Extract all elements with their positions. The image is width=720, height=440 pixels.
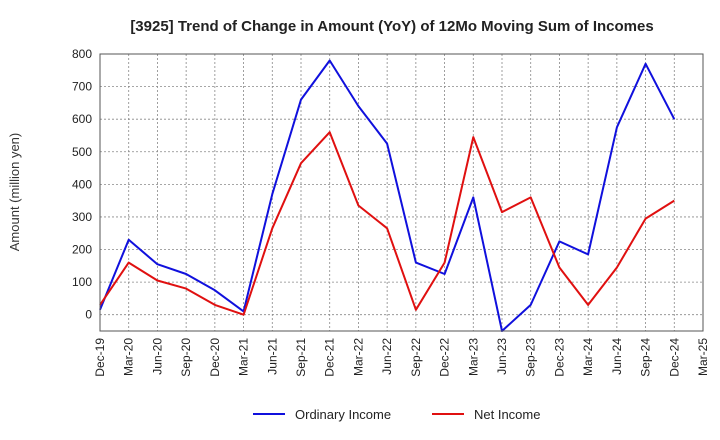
x-tick-label: Jun-24 (610, 338, 624, 375)
x-tick-label: Dec-22 (438, 338, 452, 377)
y-tick-label: 500 (72, 145, 92, 159)
x-axis: Dec-19 Mar-20 Jun-20 Sep-20 Dec-20 Mar-21 Jun-… (93, 338, 710, 377)
plot-frame (99, 53, 704, 332)
x-tick-label: Jun-22 (380, 338, 394, 375)
legend-label-net-income: Net Income (474, 407, 540, 422)
y-tick-label: 0 (85, 308, 92, 322)
y-tick-label: 200 (72, 243, 92, 257)
x-tick-label: Sep-21 (294, 338, 308, 377)
x-tick-label: Mar-23 (466, 338, 480, 376)
x-tick-label: Dec-24 (667, 338, 681, 377)
plot-area (100, 54, 703, 331)
y-tick-label: 800 (72, 47, 92, 61)
y-axis: 0 100 200 300 400 500 600 700 800 (72, 47, 92, 322)
y-axis-title: Amount (million yen) (7, 133, 22, 252)
x-tick-label: Sep-23 (524, 338, 538, 377)
x-tick-label: Mar-22 (351, 338, 365, 376)
x-tick-label: Sep-24 (639, 338, 653, 377)
x-tick-label: Dec-19 (93, 338, 107, 377)
x-tick-label: Mar-21 (237, 338, 251, 376)
legend-label-ordinary-income: Ordinary Income (295, 407, 391, 422)
x-tick-label: Jun-21 (265, 338, 279, 375)
x-tick-label: Sep-22 (409, 338, 423, 377)
series-line-net-income (99, 131, 675, 316)
x-tick-label: Dec-23 (552, 338, 566, 377)
y-tick-label: 700 (72, 80, 92, 94)
x-tick-label: Mar-25 (696, 338, 710, 376)
x-tick-label: Sep-20 (179, 338, 193, 377)
chart-title: [3925] Trend of Change in Amount (YoY) o… (130, 18, 653, 35)
y-tick-label: 600 (72, 112, 92, 126)
x-tick-label: Jun-23 (495, 338, 509, 375)
y-tick-label: 300 (72, 210, 92, 224)
x-tick-label: Jun-20 (150, 338, 164, 375)
y-tick-label: 100 (72, 275, 92, 289)
x-tick-label: Mar-20 (122, 338, 136, 376)
series-lines (99, 59, 676, 332)
x-tick-label: Dec-20 (208, 338, 222, 377)
x-tick-label: Dec-21 (323, 338, 337, 377)
y-tick-label: 400 (72, 177, 92, 191)
series-line-ordinary-income (99, 59, 676, 332)
legend: Ordinary Income Net Income (253, 407, 540, 422)
x-tick-label: Mar-24 (581, 338, 595, 376)
